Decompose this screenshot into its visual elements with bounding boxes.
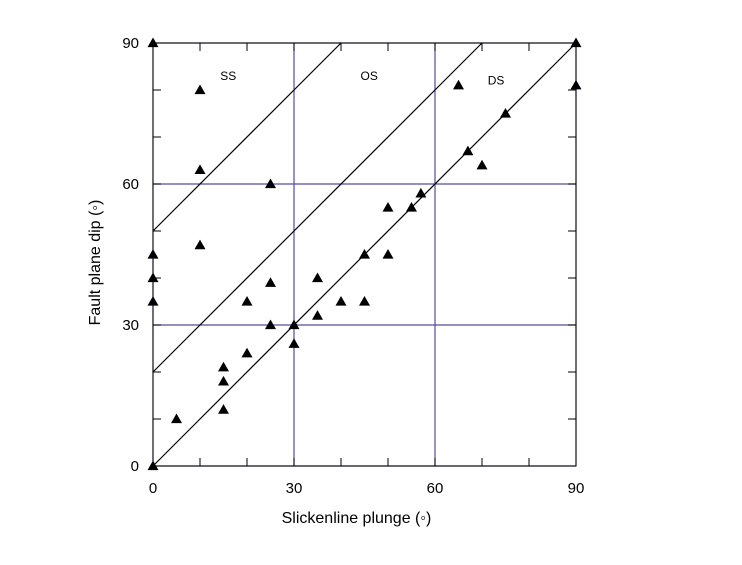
data-point-30: [476, 159, 488, 170]
boundary-line-0: [152, 42, 342, 232]
data-point-14: [218, 404, 229, 414]
data-point-28: [453, 79, 464, 90]
y-tick-label-3: 90: [122, 35, 139, 52]
data-point-11: [241, 347, 253, 358]
region-label-ds: DS: [488, 74, 505, 88]
x-tick-label-0: 0: [149, 480, 157, 497]
data-point-21: [335, 296, 347, 306]
data-point-18: [288, 338, 300, 348]
data-point-32: [570, 37, 582, 48]
data-point-24: [382, 202, 394, 212]
data-point-7: [147, 296, 159, 306]
data-point-5: [147, 249, 159, 259]
y-tick-label-2: 60: [122, 176, 139, 193]
data-point-23: [359, 296, 370, 306]
data-point-20: [312, 310, 323, 320]
data-point-33: [570, 79, 582, 90]
region-label-ss: SS: [220, 69, 236, 83]
data-point-22: [359, 249, 370, 259]
x-tick-labels: 0 30 60 90: [149, 480, 585, 497]
data-point-3: [265, 178, 276, 189]
data-point-4: [194, 239, 206, 250]
data-point-12: [218, 361, 229, 372]
data-point-15: [171, 413, 182, 424]
data-point-2: [194, 164, 206, 175]
data-point-29: [462, 145, 474, 156]
y-tick-label-0: 0: [131, 458, 139, 475]
y-tick-labels: 0 30 60 90: [122, 35, 139, 475]
data-point-10: [265, 319, 276, 330]
data-point-9: [241, 296, 253, 306]
x-tick-label-2: 60: [427, 480, 444, 497]
y-tick-label-1: 30: [122, 317, 139, 334]
data-point-31: [500, 108, 511, 118]
x-tick-label-3: 90: [568, 480, 585, 497]
data-point-8: [265, 277, 276, 287]
region-labels: SS OS DS: [220, 69, 504, 88]
x-tick-label-1: 30: [286, 480, 303, 497]
data-point-25: [382, 249, 394, 259]
data-point-19: [312, 272, 323, 283]
region-label-os: OS: [361, 69, 378, 83]
data-point-6: [147, 272, 159, 283]
data-point-16: [147, 460, 159, 471]
data-point-0: [147, 37, 159, 48]
data-point-17: [288, 319, 300, 330]
x-axis-title: Slickenline plunge (◦): [282, 510, 432, 527]
data-points: [147, 37, 582, 471]
y-axis-title: Fault plane dip (◦): [87, 200, 104, 326]
data-point-27: [415, 187, 427, 198]
data-point-26: [406, 202, 417, 212]
boundary-line-1: [152, 42, 483, 373]
data-point-1: [194, 84, 206, 95]
data-point-13: [218, 375, 229, 386]
